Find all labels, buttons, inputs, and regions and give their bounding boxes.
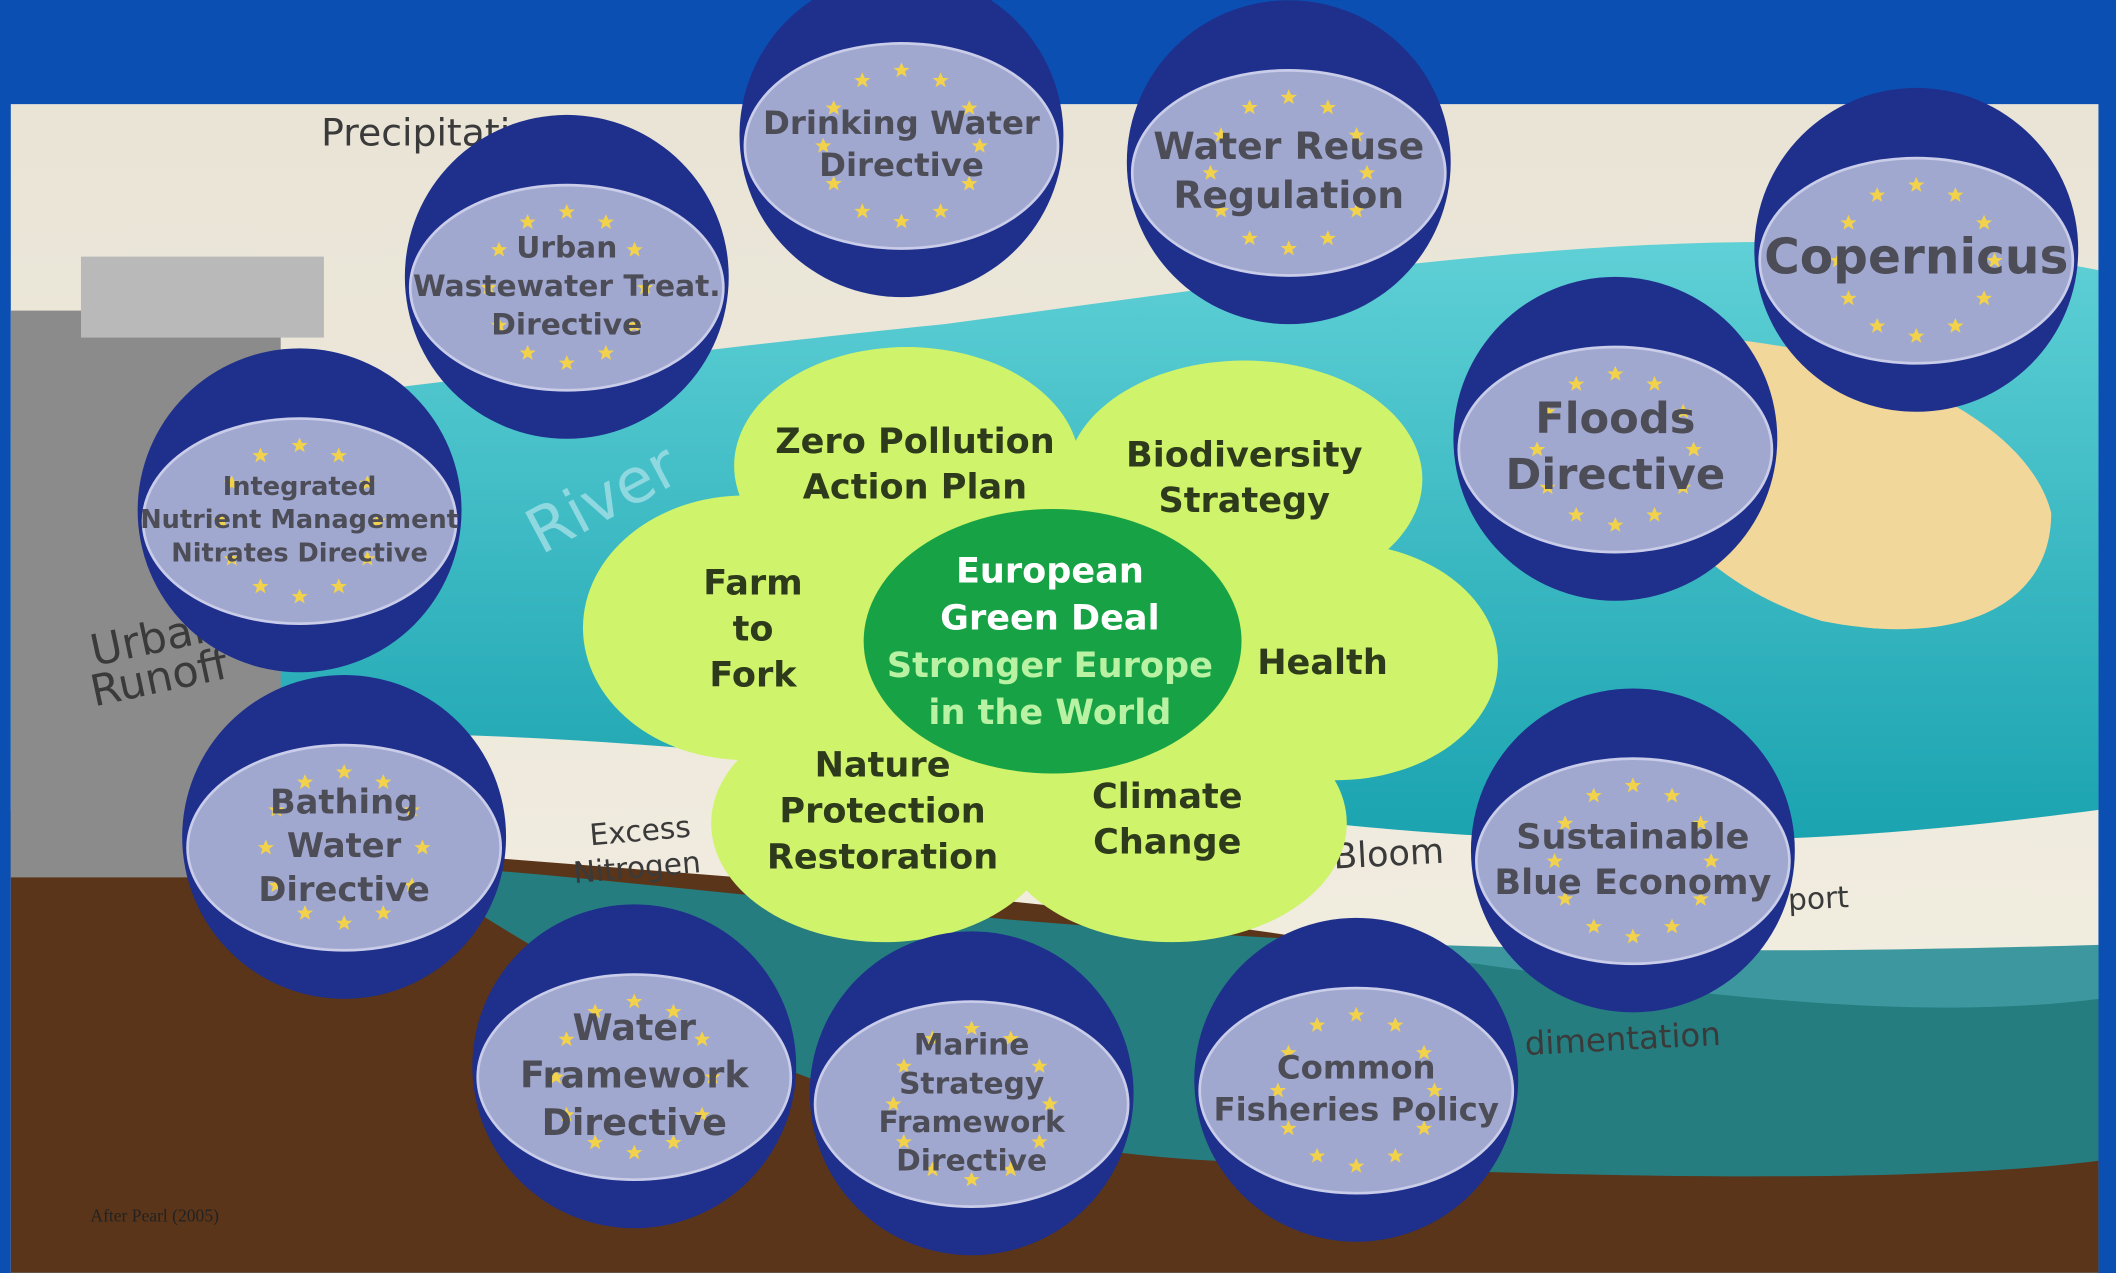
page: {"center": {"lines": ["European", "Green… <box>0 0 2116 1273</box>
petal-label: Fork <box>709 654 797 695</box>
directive: Copernicus <box>1754 88 2078 412</box>
petal-label: to <box>733 608 774 649</box>
directive-label: Framework <box>879 1104 1066 1139</box>
directive-label: Water <box>572 1006 696 1049</box>
directive: Common Fisheries Policy <box>1194 918 1518 1242</box>
petal-label: Restoration <box>767 836 998 877</box>
center <box>864 509 1242 774</box>
directive-label: Directive <box>542 1101 727 1144</box>
directive: Floods Directive <box>1453 277 1777 601</box>
center-label: in the World <box>928 692 1171 733</box>
directive-label: Sustainable <box>1516 816 1749 857</box>
petal-label: Biodiversity <box>1126 434 1363 475</box>
directive-label: Integrated <box>223 472 377 502</box>
diagram: PrecipitationRiverUrbanRunoffExcessNitro… <box>0 0 2116 1273</box>
directive: Bathing Water Directive <box>182 675 506 999</box>
directive-label: Directive <box>819 146 984 184</box>
directive-label: Bathing <box>270 782 418 821</box>
directive-label: Water <box>287 826 402 865</box>
directive-label: Wastewater Treat. <box>413 268 721 303</box>
petal-label: Change <box>1093 822 1241 863</box>
directive-label: Nitrates Directive <box>171 538 428 568</box>
directive-label: Strategy <box>899 1065 1044 1100</box>
center-label: Green Deal <box>940 598 1159 639</box>
directive-label: Water Reuse <box>1153 124 1424 168</box>
center-label: European <box>956 550 1144 591</box>
background-label: Bloom <box>1332 831 1445 878</box>
directive-label: Copernicus <box>1764 230 2068 286</box>
petal-label: Health <box>1257 642 1388 683</box>
petal-label: Protection <box>779 791 985 832</box>
directive-label: Framework <box>520 1054 749 1097</box>
directive-label: Nutrient Management <box>140 505 459 535</box>
petal-label: Strategy <box>1158 480 1330 521</box>
directive-label: Directive <box>1506 450 1726 500</box>
directive-label: Floods <box>1535 394 1695 444</box>
credit: After Pearl (2005) <box>90 1205 219 1225</box>
directive-label: Fisheries Policy <box>1213 1091 1499 1129</box>
directive-label: Common <box>1277 1049 1436 1087</box>
petal-label: Climate <box>1092 776 1243 817</box>
petal-label: Zero Pollution <box>775 421 1055 462</box>
directive: Sustainable Blue Economy <box>1471 688 1795 1012</box>
background-label: port <box>1787 879 1850 917</box>
petal-label: Action Plan <box>803 467 1027 508</box>
scene-barn <box>81 257 324 338</box>
directive-label: Directive <box>258 870 430 909</box>
directive-label: Directive <box>896 1142 1047 1177</box>
petal-label: Farm <box>703 563 802 604</box>
directive-label: Urban <box>516 230 617 265</box>
directive-label: Marine <box>914 1027 1030 1062</box>
directive-label: Blue Economy <box>1494 862 1771 903</box>
directive-label: Directive <box>491 307 642 342</box>
center-label: Stronger Europe <box>887 645 1213 686</box>
directive-label: Regulation <box>1173 173 1404 217</box>
petal-label: Nature <box>815 745 951 786</box>
directive: Water Reuse Regulation <box>1127 0 1451 324</box>
directive-label: Drinking Water <box>763 104 1040 142</box>
